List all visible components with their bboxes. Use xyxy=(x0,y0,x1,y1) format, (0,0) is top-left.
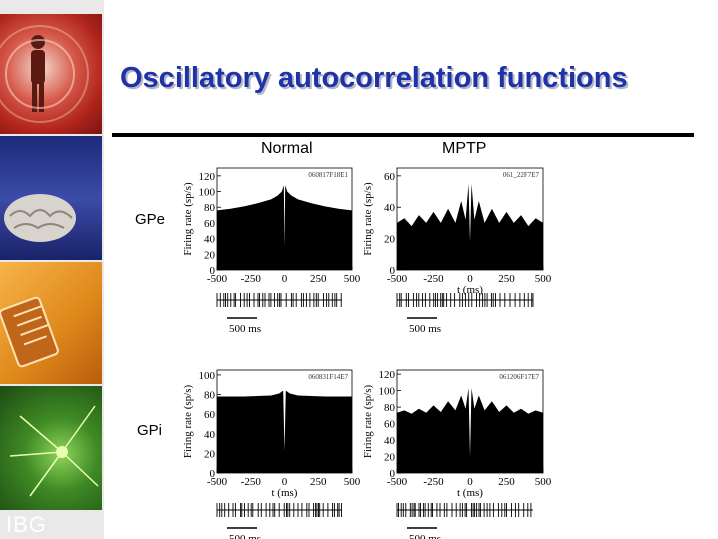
scale-bar-label: 500 ms xyxy=(229,533,261,539)
x-tick-label: -250 xyxy=(241,476,262,488)
person-silhouette-icon xyxy=(0,25,89,123)
y-tick-label: 40 xyxy=(384,435,396,447)
x-tick-label: 500 xyxy=(344,476,361,488)
y-tick-label: 20 xyxy=(384,234,396,246)
title-rule xyxy=(112,133,694,137)
x-tick-label: 250 xyxy=(310,273,327,285)
y-tick-label: 60 xyxy=(384,419,396,431)
x-tick-label: 250 xyxy=(498,273,515,285)
x-tick-label: -500 xyxy=(207,476,228,488)
x-tick-label: -500 xyxy=(207,273,228,285)
y-tick-label: 80 xyxy=(384,402,396,414)
x-axis-label: t (ms) xyxy=(457,487,483,499)
x-tick-label: 500 xyxy=(535,476,552,488)
spike-train: 500 ms xyxy=(396,293,534,335)
spike-train: 500 ms xyxy=(216,293,342,335)
panel-gpi-normal: 060831F14E7 0 20 40 60 80 100 -500 -250 0 250 500 Fi… xyxy=(182,369,361,539)
y-tick-label: 0 xyxy=(390,468,396,480)
y-axis-label: Firing rate (sp/s) xyxy=(182,182,194,256)
y-axis-label: Firing rate (sp/s) xyxy=(182,385,194,459)
spike-train: 500 ms xyxy=(216,503,342,539)
y-tick-label: 40 xyxy=(204,429,216,441)
panel-id-label: 060831F14E7 xyxy=(308,373,348,381)
y-tick-label: 60 xyxy=(204,409,216,421)
y-tick-label: 20 xyxy=(384,452,396,464)
x-tick-label: 0 xyxy=(282,273,288,285)
y-tick-label: 60 xyxy=(384,171,396,183)
y-tick-label: 20 xyxy=(204,249,216,261)
neuron-icon xyxy=(9,405,99,497)
y-tick-label: 40 xyxy=(384,202,396,214)
circuit-chip-icon xyxy=(0,296,59,368)
y-tick-label: 20 xyxy=(204,448,216,460)
neuron-image xyxy=(0,386,102,510)
panel-gpe-normal: 060817F18E1 0 20 40 60 80 100 120 -500 -250 0 250 50… xyxy=(182,167,361,335)
ibg-logo: IBG xyxy=(6,512,47,537)
x-tick-label: 500 xyxy=(535,273,552,285)
panel-id-label: 061206F17E7 xyxy=(499,373,539,381)
acf-area xyxy=(217,185,352,270)
sidebar-decoration: IBG xyxy=(0,0,104,539)
y-axis-label: Firing rate (sp/s) xyxy=(362,182,374,256)
person-silhouette-image xyxy=(0,14,102,134)
acf-area xyxy=(397,183,543,270)
x-tick-label: 250 xyxy=(498,476,515,488)
y-tick-label: 100 xyxy=(199,370,216,382)
acf-area xyxy=(397,388,543,473)
scale-bar-label: 500 ms xyxy=(409,323,441,335)
x-tick-label: 500 xyxy=(344,273,361,285)
brain-image xyxy=(0,136,102,260)
x-tick-label: -250 xyxy=(423,273,444,285)
x-tick-label: -250 xyxy=(241,273,262,285)
x-tick-label: 0 xyxy=(467,273,473,285)
x-tick-label: -500 xyxy=(387,273,408,285)
column-header-normal: Normal xyxy=(261,140,313,157)
column-header-mptp: MPTP xyxy=(442,140,487,157)
autocorrelation-figure: 060817F18E1 0 20 40 60 80 100 120 -500 -250 0 250 50… xyxy=(182,167,552,539)
panel-id-label: 060817F18E1 xyxy=(308,171,348,179)
x-axis-label: t (ms) xyxy=(272,487,298,499)
panel-id-label: 061_22F7E7 xyxy=(503,171,540,179)
y-axis-label: Firing rate (sp/s) xyxy=(362,385,374,459)
panel-gpe-mptp: 061_22F7E7 0 20 40 60 -500 -250 0 250 500 Firing r… xyxy=(362,167,552,335)
x-tick-label: -250 xyxy=(423,476,444,488)
x-tick-label: 0 xyxy=(467,476,473,488)
y-tick-label: 60 xyxy=(204,218,216,230)
y-tick-label: 120 xyxy=(199,171,216,183)
circuit-chip-image xyxy=(0,262,102,384)
y-tick-label: 0 xyxy=(210,265,216,277)
y-tick-label: 40 xyxy=(204,234,216,246)
y-tick-label: 100 xyxy=(379,386,396,398)
panel-gpi-mptp: 061206F17E7 0 20 40 60 80 100 120 -500 -250 0 250 50… xyxy=(362,369,552,539)
row-label-gpi: GPi xyxy=(137,422,163,439)
spike-train: 500 ms xyxy=(396,503,533,539)
y-tick-label: 0 xyxy=(390,265,396,277)
row-label-gpe: GPe xyxy=(135,211,166,228)
x-tick-label: 0 xyxy=(282,476,288,488)
x-tick-label: 250 xyxy=(310,476,327,488)
brain-icon xyxy=(4,194,76,242)
y-tick-label: 80 xyxy=(204,390,216,402)
y-tick-label: 0 xyxy=(210,468,216,480)
acf-area xyxy=(217,390,352,473)
slide-title: Oscillatory autocorrelation functions xyxy=(120,62,628,94)
scale-bar-label: 500 ms xyxy=(409,533,441,539)
x-tick-label: -500 xyxy=(387,476,408,488)
scale-bar-label: 500 ms xyxy=(229,323,261,335)
y-tick-label: 100 xyxy=(199,187,216,199)
y-tick-label: 80 xyxy=(204,202,216,214)
y-tick-label: 120 xyxy=(379,369,396,381)
